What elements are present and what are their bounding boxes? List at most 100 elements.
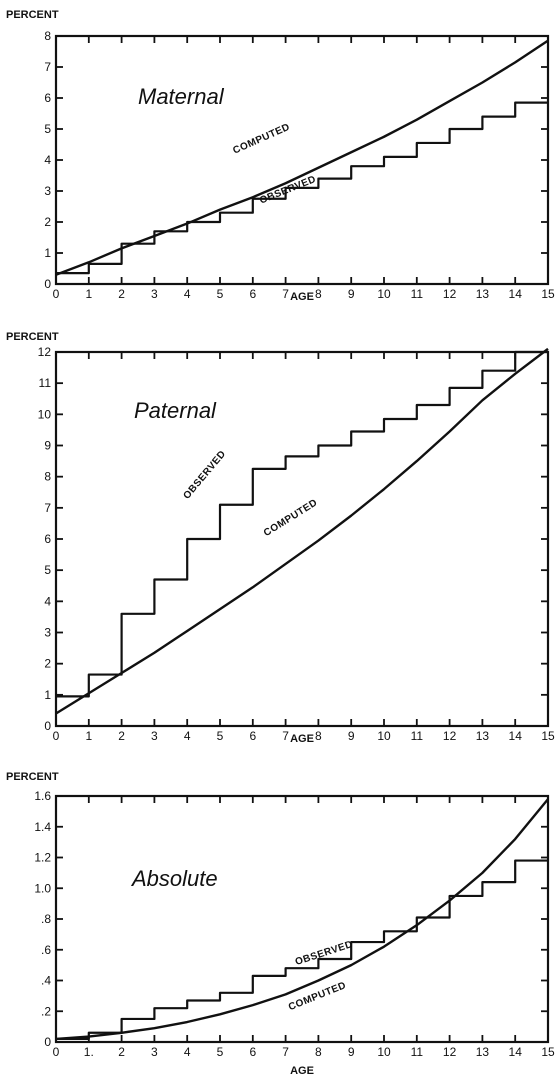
x-tick-label: 7 <box>282 287 289 301</box>
x-tick-label: 9 <box>348 287 355 301</box>
computed-label: COMPUTED <box>262 497 320 539</box>
y-tick-label: .4 <box>41 974 51 988</box>
y-tick-label: 3 <box>44 626 51 640</box>
x-tick-label: 5 <box>217 729 224 743</box>
y-tick-label: 11 <box>39 376 52 390</box>
y-tick-label: .2 <box>41 1004 51 1018</box>
y-tick-label: .8 <box>41 912 51 926</box>
x-tick-label: 0 <box>53 1045 60 1059</box>
x-tick-label: 8 <box>315 729 322 743</box>
x-tick-label: 11 <box>411 1045 424 1059</box>
panel-label: Paternal <box>134 398 217 423</box>
y-axis-title: PERCENT <box>6 771 59 783</box>
x-tick-label: 6 <box>249 1045 256 1059</box>
x-axis-title: AGE <box>290 733 314 745</box>
y-tick-label: 6 <box>44 532 51 546</box>
x-axis-title: AGE <box>290 291 314 303</box>
plot-frame <box>54 34 550 286</box>
x-tick-label: 2 <box>118 1045 125 1059</box>
x-tick-label: 5 <box>217 287 224 301</box>
x-tick-label: 4 <box>184 1045 191 1059</box>
x-tick-label: 1 <box>85 287 92 301</box>
y-tick-label: 4 <box>44 594 51 608</box>
x-tick-label: 6 <box>249 729 256 743</box>
x-tick-label: 11 <box>411 287 424 301</box>
computed-line <box>55 347 549 715</box>
y-tick-label: 6 <box>44 91 51 105</box>
observed-line <box>56 859 548 1041</box>
x-tick-label: 14 <box>509 1045 523 1059</box>
y-tick-label: 1.4 <box>34 820 51 834</box>
y-tick-label: 1 <box>44 246 51 260</box>
x-tick-label: 14 <box>509 729 523 743</box>
x-tick-label: 15 <box>541 1045 555 1059</box>
observed-line <box>56 350 548 698</box>
panel-label: Absolute <box>130 866 218 891</box>
x-tick-label: 15 <box>541 287 555 301</box>
x-tick-label: 10 <box>377 287 391 301</box>
y-tick-label: 2 <box>44 657 51 671</box>
y-tick-label: .6 <box>41 943 51 957</box>
x-tick-label: 3 <box>151 287 158 301</box>
x-tick-label: 2 <box>118 287 125 301</box>
computed-label: COMPUTED <box>287 980 348 1013</box>
x-tick-label: 7 <box>282 729 289 743</box>
y-tick-label: 4 <box>44 153 51 167</box>
y-tick-label: 2 <box>44 215 51 229</box>
x-tick-label: 12 <box>443 287 457 301</box>
x-tick-label: 13 <box>476 1045 490 1059</box>
y-tick-label: 3 <box>44 184 51 198</box>
x-tick-label: 3 <box>151 1045 158 1059</box>
observed-label: OBSERVED <box>181 449 228 502</box>
x-tick-label: 12 <box>443 729 457 743</box>
computed-line <box>55 39 549 276</box>
y-tick-label: 1 <box>44 688 51 702</box>
y-axis-title: PERCENT <box>6 9 59 21</box>
panel-label: Maternal <box>138 84 225 109</box>
computed-line <box>55 798 549 1041</box>
computed-label: COMPUTED <box>231 122 291 157</box>
x-tick-label: 10 <box>377 1045 391 1059</box>
x-tick-label: 12 <box>443 1045 457 1059</box>
x-tick-label: 8 <box>315 287 322 301</box>
x-tick-label: 13 <box>476 287 490 301</box>
x-tick-label: 0 <box>53 287 60 301</box>
y-tick-label: 8 <box>44 29 51 43</box>
x-tick-label: 1. <box>84 1045 94 1059</box>
y-tick-label: 10 <box>38 407 52 421</box>
x-tick-label: 0 <box>53 729 60 743</box>
paternal-chart: 0 1 2 3 4 5 6 7 8 9 10 11 12 13 14 150123456789101112PE… <box>6 331 555 745</box>
observed-line <box>56 101 548 275</box>
x-tick-label: 7 <box>282 1045 289 1059</box>
y-tick-label: 1.2 <box>34 851 51 865</box>
x-tick-label: 6 <box>249 287 256 301</box>
y-tick-label: 0 <box>44 719 51 733</box>
y-tick-label: 12 <box>38 345 52 359</box>
y-tick-label: 7 <box>44 60 51 74</box>
y-tick-label: 0 <box>44 277 51 291</box>
absolute-chart: 0 1. 2 3 4 5 6 7 8 9 10 11 12 13 14 150.2.4.6.81.01.21.… <box>6 771 555 1077</box>
y-tick-label: 5 <box>44 122 51 136</box>
x-tick-label: 1 <box>85 729 92 743</box>
y-tick-label: 7 <box>44 501 51 515</box>
y-tick-label: 8 <box>44 470 51 484</box>
x-tick-label: 2 <box>118 729 125 743</box>
x-tick-label: 11 <box>411 729 424 743</box>
y-tick-label: 1.0 <box>34 881 51 895</box>
y-axis-title: PERCENT <box>6 331 59 343</box>
x-tick-label: 4 <box>184 287 191 301</box>
y-tick-label: 1.6 <box>34 789 51 803</box>
x-tick-label: 3 <box>151 729 158 743</box>
x-tick-label: 15 <box>541 729 555 743</box>
observed-label: OBSERVED <box>294 939 354 968</box>
y-tick-label: 0 <box>44 1035 51 1049</box>
maternal-chart: 0 1 2 3 4 5 6 7 8 9 10 11 12 13 14 15012345678PERCENTAG… <box>6 9 555 303</box>
x-tick-label: 14 <box>509 287 523 301</box>
x-tick-label: 13 <box>476 729 490 743</box>
x-tick-label: 5 <box>217 1045 224 1059</box>
x-tick-label: 8 <box>315 1045 322 1059</box>
x-tick-label: 4 <box>184 729 191 743</box>
x-axis-title: AGE <box>290 1065 314 1077</box>
x-tick-label: 10 <box>377 729 391 743</box>
